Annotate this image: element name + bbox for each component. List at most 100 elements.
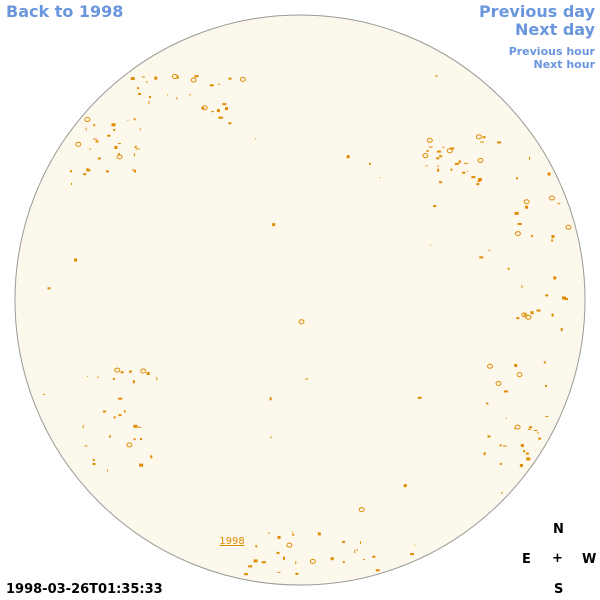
feature: [548, 195, 555, 201]
previous-day-link[interactable]: Previous day: [478, 2, 595, 21]
feature: [503, 390, 508, 393]
feature: [84, 445, 88, 447]
feature: [450, 168, 453, 171]
feature: [526, 457, 531, 461]
feature: [228, 122, 232, 125]
feature: [525, 314, 532, 320]
feature: [210, 111, 214, 113]
feature: [96, 376, 99, 378]
feature: [379, 177, 381, 179]
feature: [141, 76, 145, 78]
feature: [113, 128, 116, 131]
feature: [543, 361, 546, 364]
feature: [359, 541, 361, 545]
feature: [458, 160, 461, 164]
feature: [292, 533, 295, 536]
feature: [244, 573, 249, 576]
feature: [425, 165, 428, 167]
feature: [505, 417, 507, 419]
feature: [127, 119, 129, 121]
feature: [551, 313, 554, 317]
feature: [529, 426, 533, 429]
feature: [201, 107, 205, 110]
feature: [146, 372, 150, 376]
compass-north: N: [553, 522, 564, 537]
feature: [128, 370, 132, 373]
feature: [126, 442, 133, 448]
feature: [462, 171, 466, 174]
feature: [523, 199, 530, 205]
feature: [298, 319, 305, 325]
compass-east: E: [522, 552, 531, 567]
next-day-link[interactable]: Next day: [515, 20, 595, 39]
feature: [217, 83, 220, 85]
feature: [133, 118, 136, 121]
feature: [137, 426, 142, 428]
feature: [138, 92, 142, 95]
feature: [89, 148, 92, 150]
feature: [342, 540, 346, 543]
feature: [422, 153, 429, 159]
feature: [309, 558, 316, 564]
feature: [428, 146, 433, 148]
feature: [114, 145, 118, 149]
feature: [525, 205, 529, 209]
feature: [516, 317, 520, 320]
feature: [111, 123, 116, 127]
feature: [488, 249, 491, 251]
feature: [497, 141, 502, 144]
feature: [267, 532, 270, 534]
feature: [47, 287, 51, 290]
feature: [148, 100, 150, 104]
feature: [188, 94, 191, 96]
feature: [140, 368, 147, 374]
feature: [87, 375, 89, 377]
feature: [519, 464, 523, 468]
feature: [486, 402, 489, 405]
feature: [209, 84, 214, 87]
feature: [295, 561, 297, 565]
year-link[interactable]: 1998: [219, 536, 244, 547]
feature: [42, 394, 45, 396]
feature: [130, 77, 135, 81]
feature: [417, 396, 422, 399]
feature: [547, 172, 551, 176]
feature: [346, 155, 350, 159]
feature: [354, 550, 356, 554]
feature: [433, 205, 437, 208]
feature: [270, 436, 273, 438]
feature: [521, 312, 528, 318]
compass-center: +: [552, 551, 563, 566]
compass-west: W: [582, 552, 597, 567]
feature: [92, 458, 95, 461]
feature: [224, 107, 228, 111]
feature: [358, 507, 365, 513]
feature: [553, 276, 557, 280]
feature: [545, 294, 549, 297]
previous-hour-link[interactable]: Previous hour: [508, 45, 595, 58]
feature: [114, 367, 121, 373]
feature: [70, 170, 73, 173]
feature: [295, 572, 299, 575]
feature: [92, 463, 96, 466]
compass-south: S: [554, 582, 564, 597]
feature: [439, 155, 443, 158]
feature: [551, 235, 555, 239]
feature: [517, 223, 522, 226]
feature: [436, 150, 441, 153]
feature: [476, 183, 480, 186]
feature: [533, 429, 538, 431]
feature: [436, 157, 440, 160]
feature: [536, 309, 541, 312]
feature: [272, 223, 276, 227]
feature: [507, 267, 510, 270]
feature: [156, 377, 158, 381]
feature: [133, 169, 136, 173]
feature: [410, 553, 415, 556]
back-link[interactable]: Back to 1998: [6, 2, 124, 21]
feature: [545, 384, 548, 387]
feature: [523, 450, 526, 453]
next-hour-link[interactable]: Next hour: [533, 58, 596, 71]
feature: [514, 231, 521, 237]
feature: [106, 469, 108, 472]
